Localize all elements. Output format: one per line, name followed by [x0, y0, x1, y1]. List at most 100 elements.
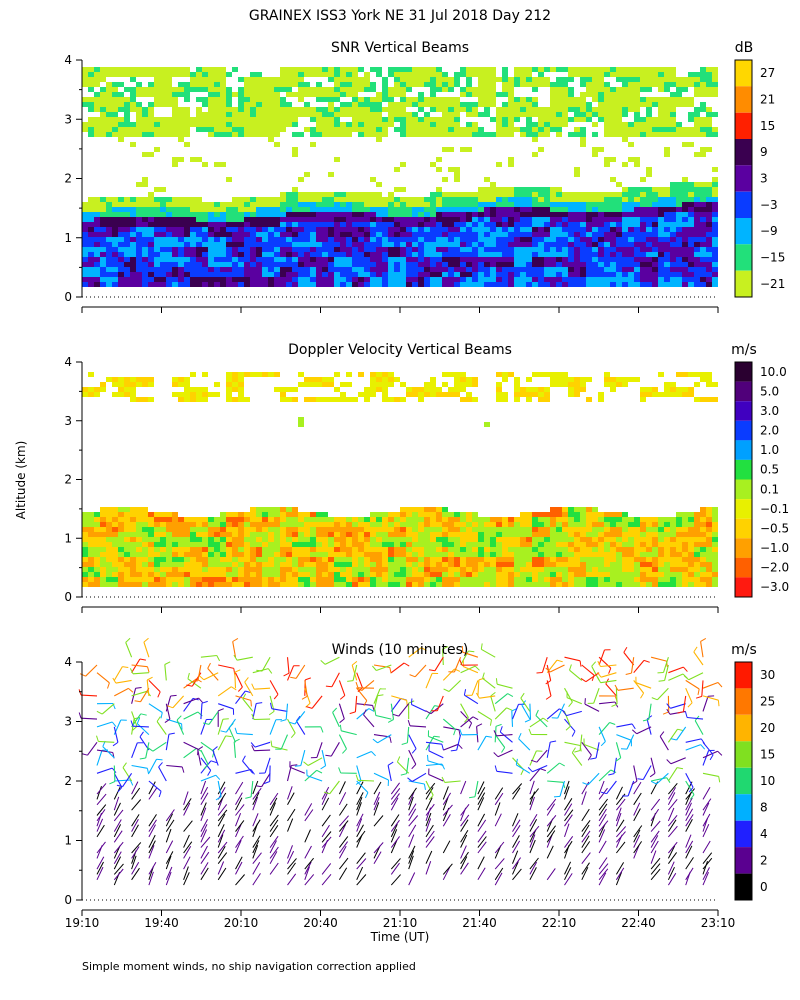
- field-cell: [544, 232, 550, 237]
- field-cell: [610, 262, 616, 267]
- field-cell: [256, 507, 262, 512]
- field-cell: [460, 132, 466, 137]
- field-cell: [580, 77, 586, 82]
- field-cell: [130, 277, 136, 282]
- field-cell: [646, 217, 652, 222]
- field-cell: [496, 567, 502, 572]
- field-cell: [382, 517, 388, 522]
- field-cell: [484, 82, 490, 87]
- field-cell: [688, 272, 694, 277]
- field-cell: [82, 217, 88, 222]
- field-cell: [616, 522, 622, 527]
- field-cell: [544, 257, 550, 262]
- field-cell: [460, 577, 466, 582]
- field-cell: [556, 567, 562, 572]
- field-cell: [160, 577, 166, 582]
- field-cell: [514, 562, 520, 567]
- field-cell: [358, 277, 364, 282]
- field-cell: [412, 527, 418, 532]
- field-cell: [430, 127, 436, 132]
- field-cell: [604, 262, 610, 267]
- field-cell: [400, 267, 406, 272]
- field-cell: [268, 212, 274, 217]
- field-cell: [244, 527, 250, 532]
- field-cell: [328, 87, 334, 92]
- field-cell: [280, 387, 286, 392]
- field-cell: [274, 102, 280, 107]
- field-cell: [232, 222, 238, 227]
- field-cell: [610, 177, 616, 182]
- field-cell: [712, 67, 718, 72]
- field-cell: [448, 527, 454, 532]
- field-cell: [538, 527, 544, 532]
- field-cell: [622, 87, 628, 92]
- field-cell: [370, 177, 376, 182]
- field-cell: [322, 517, 328, 522]
- field-cell: [664, 217, 670, 222]
- field-cell: [178, 272, 184, 277]
- field-cell: [430, 102, 436, 107]
- field-cell: [250, 112, 256, 117]
- field-cell: [112, 522, 118, 527]
- field-cell: [196, 257, 202, 262]
- field-cell: [304, 217, 310, 222]
- field-cell: [94, 387, 100, 392]
- field-cell: [352, 102, 358, 107]
- field-cell: [112, 517, 118, 522]
- field-cell: [610, 542, 616, 547]
- field-cell: [328, 197, 334, 202]
- field-cell: [580, 72, 586, 77]
- field-cell: [538, 197, 544, 202]
- field-cell: [142, 227, 148, 232]
- field-cell: [226, 102, 232, 107]
- field-cell: [334, 277, 340, 282]
- field-cell: [94, 522, 100, 527]
- field-cell: [256, 282, 262, 287]
- field-cell: [544, 397, 550, 402]
- field-cell: [112, 222, 118, 227]
- field-cell: [400, 222, 406, 227]
- field-cell: [454, 552, 460, 557]
- field-cell: [406, 67, 412, 72]
- field-cell: [238, 122, 244, 127]
- field-cell: [136, 82, 142, 87]
- field-cell: [454, 197, 460, 202]
- field-cell: [232, 212, 238, 217]
- field-cell: [712, 72, 718, 77]
- field-cell: [196, 112, 202, 117]
- field-cell: [658, 282, 664, 287]
- field-cell: [82, 247, 88, 252]
- field-cell: [574, 67, 580, 72]
- field-cell: [160, 552, 166, 557]
- field-cell: [634, 222, 640, 227]
- field-cell: [430, 577, 436, 582]
- field-cell: [598, 242, 604, 247]
- field-cell: [478, 252, 484, 257]
- field-cell: [376, 212, 382, 217]
- field-cell: [238, 202, 244, 207]
- field-cell: [388, 542, 394, 547]
- field-cell: [286, 87, 292, 92]
- field-cell: [118, 102, 124, 107]
- field-cell: [178, 527, 184, 532]
- field-cell: [574, 582, 580, 587]
- field-cell: [568, 87, 574, 92]
- field-cell: [610, 212, 616, 217]
- field-cell: [544, 252, 550, 257]
- field-cell: [226, 542, 232, 547]
- field-cell: [268, 577, 274, 582]
- field-cell: [82, 67, 88, 72]
- field-cell: [502, 117, 508, 122]
- field-cell: [256, 547, 262, 552]
- field-cell: [520, 222, 526, 227]
- field-cell: [208, 252, 214, 257]
- field-cell: [196, 397, 202, 402]
- field-cell: [610, 537, 616, 542]
- field-cell: [208, 537, 214, 542]
- field-cell: [550, 252, 556, 257]
- field-cell: [616, 262, 622, 267]
- field-cell: [244, 262, 250, 267]
- field-cell: [178, 557, 184, 562]
- field-cell: [592, 512, 598, 517]
- field-cell: [394, 577, 400, 582]
